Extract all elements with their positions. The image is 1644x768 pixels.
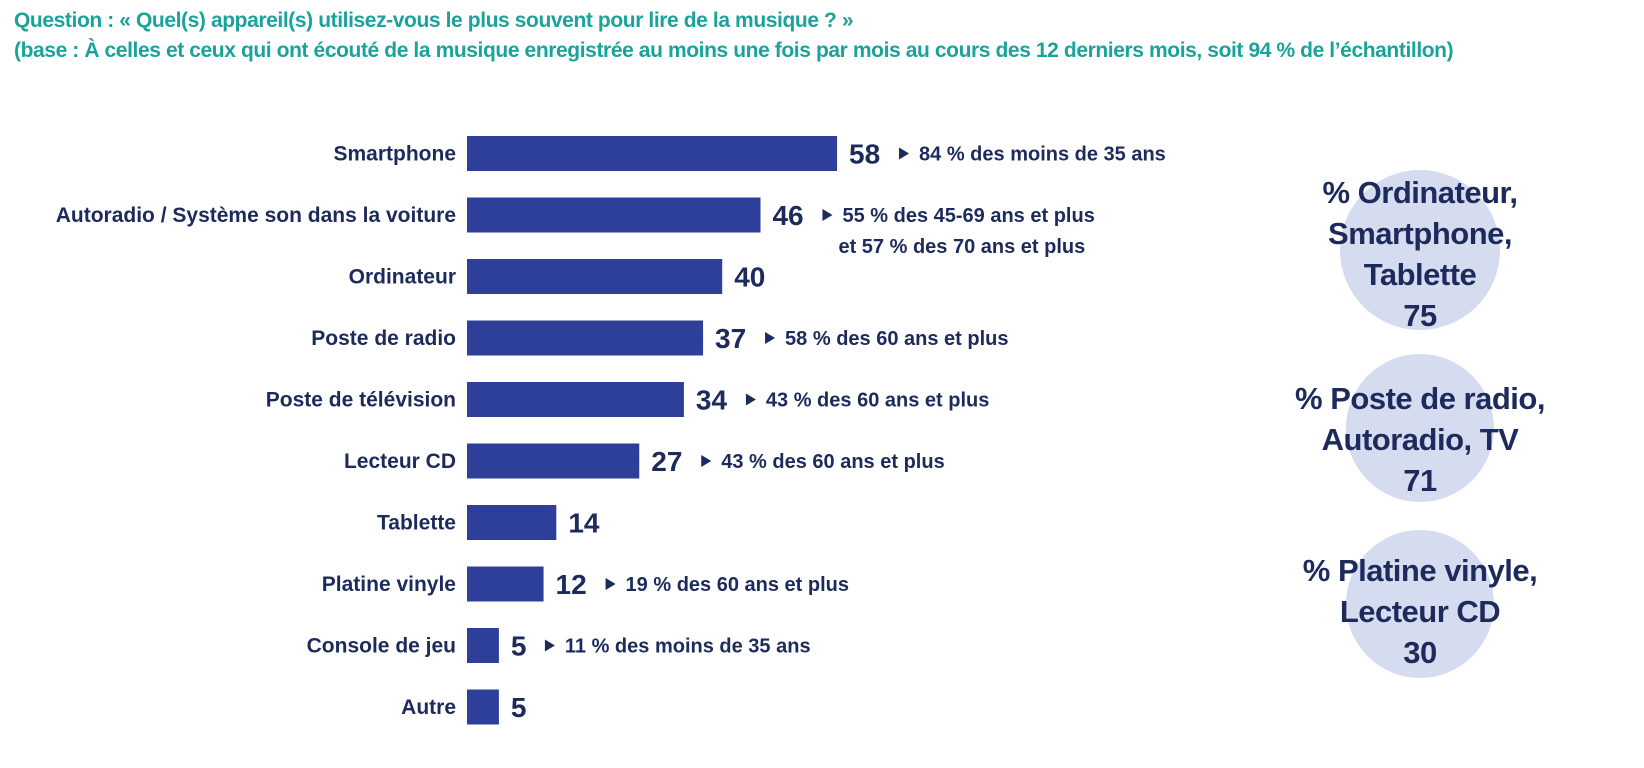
value-label: 14 <box>568 508 600 539</box>
value-label: 12 <box>556 569 587 600</box>
summary-value: 75 <box>1403 298 1437 333</box>
bar <box>467 628 499 663</box>
value-label: 27 <box>651 446 682 477</box>
category-label: Tablette <box>377 512 456 535</box>
arrow-marker <box>765 332 776 344</box>
value-label: 5 <box>511 631 527 662</box>
bar <box>467 689 499 725</box>
value-label: 40 <box>734 262 765 293</box>
bubble-circle <box>1340 170 1500 330</box>
category-label: Poste de radio <box>311 327 456 350</box>
bar <box>467 566 544 602</box>
annotation-text: 11 % des moins de 35 ans <box>565 636 811 658</box>
annotation-text: 43 % des 60 ans et plus <box>721 451 944 473</box>
value-label: 5 <box>511 692 527 723</box>
category-label: Ordinateur <box>349 266 456 289</box>
arrow-marker <box>899 147 910 160</box>
category-label: Console de jeu <box>307 635 456 658</box>
annotation-text: 43 % des 60 ans et plus <box>766 390 989 412</box>
annotation-text: 19 % des 60 ans et plus <box>626 574 849 596</box>
summary-line: Smartphone, <box>1328 216 1512 251</box>
summary-value: 30 <box>1403 635 1437 670</box>
summary-line: Lecteur CD <box>1339 594 1501 629</box>
annotation-text: 58 % des 60 ans et plus <box>785 328 1008 350</box>
value-label: 34 <box>696 385 728 416</box>
category-label: Platine vinyle <box>322 573 456 596</box>
chart-header: Question : « Quel(s) appareil(s) utilise… <box>14 6 1624 66</box>
bar <box>467 136 838 171</box>
bar-chart: Smartphone 58 84 % des moins de 35 ans Auto… <box>56 136 1166 725</box>
bar <box>467 259 723 294</box>
category-label: Autoradio / Système son dans la voiture <box>56 204 456 227</box>
bubble-circle <box>1346 530 1494 678</box>
value-label: 46 <box>772 200 803 231</box>
bar <box>467 197 761 233</box>
summary-bubble-computer: % Ordinateur, Smartphone, Tablette 75 <box>1322 170 1518 333</box>
summary-line: % Poste de radio, <box>1295 381 1545 416</box>
category-label: Lecteur CD <box>344 450 456 473</box>
bar <box>467 443 640 479</box>
annotation-text: 84 % des moins de 35 ans <box>919 144 1166 166</box>
category-label: Smartphone <box>333 143 456 166</box>
question-text: Question : « Quel(s) appareil(s) utilise… <box>14 9 854 32</box>
summary-line: % Platine vinyle, <box>1302 553 1538 588</box>
value-label: 37 <box>715 323 746 354</box>
bar <box>467 320 704 356</box>
summary-line: % Ordinateur, <box>1322 175 1518 210</box>
base-text: (base : À celles et ceux qui ont écouté … <box>14 39 1454 62</box>
annotation-text: et 57 % des 70 ans et plus <box>838 236 1085 258</box>
arrow-marker <box>544 639 555 652</box>
summary-value: 71 <box>1403 463 1437 498</box>
bar <box>467 505 557 540</box>
value-label: 58 <box>849 139 880 170</box>
category-label: Autre <box>401 696 456 719</box>
summary-bubble-vinyl: % Platine vinyle, Lecteur CD 30 <box>1303 530 1538 678</box>
arrow-marker <box>745 393 756 406</box>
annotation-text: 55 % des 45-69 ans et plus <box>842 205 1094 227</box>
arrow-marker <box>822 209 833 221</box>
arrow-marker <box>701 455 712 467</box>
summary-bubble-radio: % Poste de radio, Autoradio, TV 71 <box>1295 354 1545 502</box>
summary-line: Autoradio, TV <box>1321 422 1519 457</box>
bar <box>467 382 684 417</box>
category-label: Poste de télévision <box>266 389 456 412</box>
bubble-circle <box>1346 354 1494 502</box>
arrow-marker <box>605 578 616 590</box>
summary-line: Tablette <box>1363 257 1477 292</box>
